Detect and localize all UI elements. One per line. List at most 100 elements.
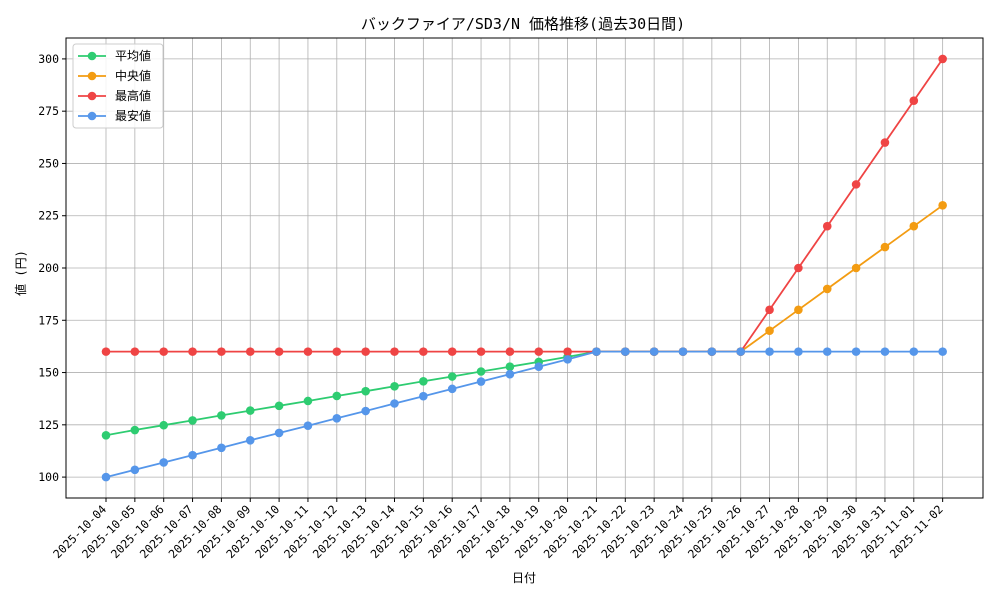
legend-marker (87, 71, 97, 81)
data-point (534, 347, 544, 356)
data-point (794, 305, 803, 315)
data-point (592, 347, 601, 356)
data-point (217, 443, 226, 453)
data-point (707, 347, 717, 356)
data-point (649, 347, 659, 356)
data-point (880, 138, 890, 147)
legend-marker (87, 91, 97, 101)
data-point (390, 382, 399, 391)
data-point (159, 458, 168, 467)
data-point (476, 367, 486, 376)
y-tick-label: 225 (38, 209, 59, 223)
data-point (303, 347, 313, 356)
data-point (505, 347, 515, 356)
data-point (245, 435, 255, 445)
data-point (621, 347, 630, 356)
data-point (274, 428, 284, 438)
data-point (563, 355, 572, 364)
data-point (419, 377, 428, 386)
y-axis-label: 値 (円) (13, 250, 28, 296)
series-lines (101, 54, 947, 482)
data-point (274, 347, 284, 356)
data-point (765, 347, 774, 356)
y-tick-label: 100 (38, 470, 59, 484)
series-line (106, 58, 944, 353)
y-axis-ticks: 100 125 150 175 200 225 250 275 300 (38, 52, 66, 484)
data-point (303, 396, 313, 406)
legend-label: 平均値 (115, 48, 151, 63)
data-point (822, 284, 832, 294)
data-point (332, 347, 342, 356)
data-point (909, 347, 919, 356)
data-point (909, 221, 919, 231)
data-point (447, 384, 457, 394)
data-point (476, 347, 486, 356)
data-point (736, 347, 745, 356)
data-point (822, 347, 832, 356)
data-point (101, 472, 111, 482)
data-point (476, 377, 486, 386)
data-point (361, 386, 370, 396)
data-point (851, 347, 861, 356)
data-point (188, 347, 197, 356)
data-point (505, 369, 515, 379)
series-2 (101, 54, 947, 356)
data-point (909, 96, 919, 106)
data-point (794, 263, 803, 273)
data-point (390, 347, 399, 356)
data-point (159, 347, 168, 356)
data-point (765, 326, 774, 336)
data-point (794, 347, 803, 356)
y-tick-label: 200 (38, 261, 59, 275)
series-line (105, 350, 943, 478)
data-point (505, 362, 515, 371)
legend-marker (87, 111, 97, 121)
data-point (332, 414, 342, 423)
data-point (130, 425, 140, 435)
data-point (361, 406, 370, 416)
data-point (765, 305, 774, 315)
series-3 (101, 347, 947, 482)
chart-title: バックファイア/SD3/N 価格推移(過去30日間) (361, 15, 685, 33)
data-point (217, 347, 226, 356)
y-tick-label: 175 (38, 313, 59, 327)
y-tick-label: 300 (38, 52, 59, 66)
legend-label: 中央値 (115, 68, 151, 83)
legend-label: 最安値 (115, 108, 151, 123)
x-axis-label: 日付 (512, 571, 536, 585)
data-point (880, 347, 890, 356)
legend-label: 最高値 (115, 88, 151, 103)
data-point (101, 347, 111, 356)
data-point (159, 420, 168, 430)
data-point (822, 221, 832, 231)
data-point (130, 347, 140, 356)
data-point (101, 430, 111, 440)
data-point (880, 242, 890, 252)
y-tick-label: 250 (38, 156, 59, 170)
data-point (303, 421, 313, 430)
y-tick-label: 275 (38, 104, 59, 118)
data-point (130, 465, 140, 475)
data-point (332, 391, 342, 401)
data-point (361, 347, 370, 356)
data-point (534, 362, 544, 371)
data-point (188, 416, 197, 425)
data-point (447, 347, 457, 356)
grid (66, 38, 983, 498)
data-point (419, 391, 428, 401)
x-axis-ticks: 2025-10-042025-10-052025-10-062025-10-07… (50, 498, 946, 561)
data-point (851, 263, 861, 273)
data-point (419, 347, 428, 356)
data-point (390, 399, 399, 408)
data-point (447, 372, 457, 381)
data-point (188, 450, 197, 460)
data-point (938, 54, 947, 64)
y-tick-label: 150 (38, 366, 59, 380)
data-point (217, 411, 226, 420)
legend-box (72, 43, 164, 129)
data-point (245, 406, 255, 415)
data-point (274, 401, 284, 411)
data-point (678, 347, 688, 356)
